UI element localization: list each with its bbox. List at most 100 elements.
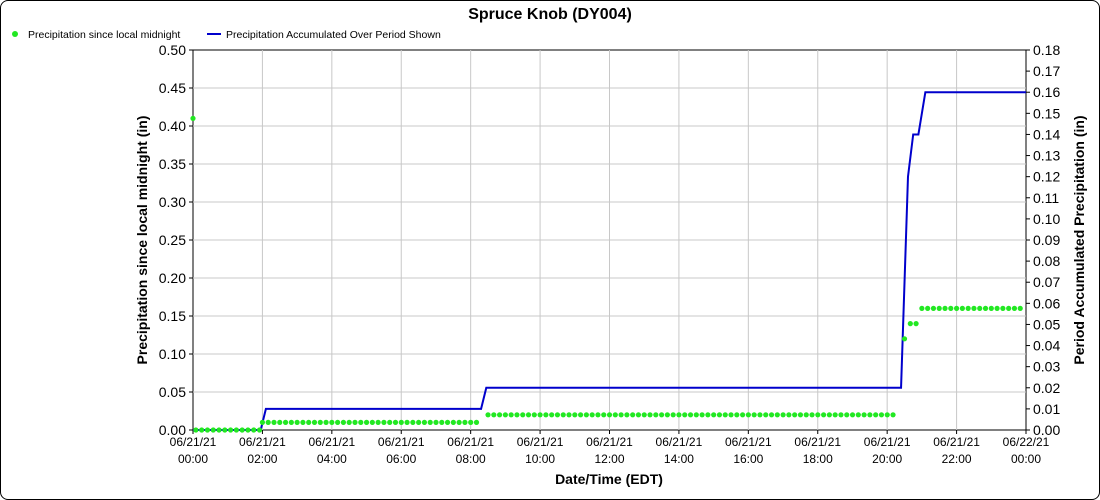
data-point-midnight	[901, 336, 908, 342]
y-right-tick-label: 0.15	[1033, 105, 1060, 121]
data-point-midnight	[659, 412, 665, 418]
x-tick-label-date: 06/22/21	[1003, 435, 1050, 449]
x-tick-label-time: 06:00	[386, 452, 416, 466]
y-left-tick-label: 0.45	[159, 80, 186, 96]
data-point-midnight	[982, 305, 989, 311]
y-left-tick-label: 0.05	[159, 384, 186, 400]
legend-label-accumulated: Precipitation Accumulated Over Period Sh…	[226, 29, 441, 41]
x-tick-label-time: 00:00	[178, 452, 208, 466]
data-point-midnight	[300, 419, 306, 425]
y-right-tick-label: 0.04	[1033, 338, 1060, 354]
data-point-midnight	[363, 419, 370, 425]
data-point-midnight	[624, 412, 630, 418]
data-point-midnight	[265, 419, 271, 425]
data-point-midnight	[641, 412, 647, 418]
y-right-tick-label: 0.10	[1033, 211, 1060, 227]
data-point-midnight	[630, 412, 636, 418]
data-point-midnight	[873, 412, 879, 418]
data-point-midnight	[711, 412, 717, 418]
y-right-tick-label: 0.16	[1033, 84, 1060, 100]
x-tick-label-date: 06/21/21	[864, 435, 911, 449]
data-point-midnight	[838, 412, 844, 418]
data-point-midnight	[728, 412, 734, 418]
y-left-tick-label: 0.25	[159, 232, 186, 248]
data-point-midnight	[589, 412, 595, 418]
x-tick-label-time: 16:00	[733, 452, 763, 466]
data-point-midnight	[722, 412, 728, 418]
gridlines	[193, 50, 1026, 430]
data-point-midnight	[358, 419, 364, 425]
data-point-midnight	[849, 412, 856, 418]
x-tick-label-date: 06/21/21	[517, 435, 564, 449]
data-point-midnight	[306, 419, 312, 425]
y-left-tick-label: 0.10	[159, 346, 186, 362]
data-point-midnight	[560, 412, 566, 418]
data-point-midnight	[277, 419, 283, 425]
data-point-midnight	[670, 412, 676, 418]
x-axis-ticks: 06/21/21 00:00 06/21/21 02:00 06/21/21 04:00 0…	[170, 430, 1050, 466]
data-point-midnight	[751, 412, 757, 418]
data-point-midnight	[832, 412, 838, 418]
data-point-midnight	[1006, 305, 1012, 311]
data-point-midnight	[953, 305, 960, 311]
data-point-midnight	[595, 412, 601, 418]
data-point-midnight	[450, 419, 456, 425]
data-point-midnight	[705, 412, 711, 418]
data-point-midnight	[647, 412, 653, 418]
y-right-tick-label: 0.18	[1033, 42, 1060, 58]
data-point-midnight	[774, 412, 780, 418]
data-point-midnight	[803, 412, 809, 418]
x-tick-label-date: 06/21/21	[378, 435, 425, 449]
data-point-midnight	[734, 412, 740, 418]
series-line-accumulated	[193, 91, 1026, 431]
data-point-midnight	[618, 412, 624, 418]
data-point-midnight	[346, 419, 352, 425]
y-left-axis-ticks: 0.00 0.05 0.10 0.15 0.20 0.25 0.30 0.35 0.40 0.45…	[159, 42, 193, 438]
y-right-tick-label: 0.14	[1033, 126, 1060, 142]
data-point-midnight	[925, 305, 931, 311]
x-tick-label-time: 00:00	[1011, 452, 1041, 466]
y-right-tick-label: 0.12	[1033, 169, 1060, 185]
data-point-midnight	[1000, 305, 1006, 311]
y-right-axis-ticks: 0.00 0.01 0.02 0.03 0.04 0.05 0.06 0.07 0.08 0.09…	[1026, 42, 1060, 438]
data-point-midnight	[190, 115, 196, 121]
data-point-midnight	[245, 427, 251, 433]
data-point-midnight	[907, 321, 913, 327]
data-point-midnight	[653, 412, 659, 418]
x-tick-label-date: 06/21/21	[725, 435, 772, 449]
data-point-midnight	[988, 305, 994, 311]
data-point-midnight	[977, 305, 983, 311]
data-point-midnight	[971, 305, 977, 311]
data-point-midnight	[867, 412, 873, 418]
data-point-midnight	[959, 305, 965, 311]
x-tick-label-time: 20:00	[872, 452, 902, 466]
y-right-tick-label: 0.00	[1033, 422, 1060, 438]
data-point-midnight	[780, 412, 786, 418]
data-point-midnight	[193, 427, 199, 433]
y-left-axis-label: Precipitation since local midnight (in)	[134, 116, 150, 365]
data-point-midnight	[687, 412, 694, 418]
data-point-midnight	[554, 412, 561, 418]
legend-label-midnight: Precipitation since local midnight	[28, 29, 180, 41]
data-point-midnight	[936, 305, 942, 311]
data-point-midnight	[821, 412, 827, 418]
data-point-midnight	[572, 412, 578, 418]
data-point-midnight	[335, 419, 341, 425]
data-point-midnight	[216, 427, 222, 433]
data-point-midnight	[204, 427, 211, 433]
data-point-midnight	[809, 412, 815, 418]
data-point-midnight	[311, 419, 318, 425]
y-right-tick-label: 0.13	[1033, 148, 1060, 164]
data-point-midnight	[514, 412, 520, 418]
data-point-midnight	[210, 427, 216, 433]
y-left-tick-label: 0.20	[159, 270, 186, 286]
data-point-midnight	[583, 412, 589, 418]
data-point-midnight	[815, 412, 821, 418]
y-right-tick-label: 0.03	[1033, 359, 1060, 375]
data-point-midnight	[763, 412, 769, 418]
data-point-midnight	[913, 321, 919, 327]
y-right-axis-label: Period Accumulated Precipitation (in)	[1071, 115, 1087, 364]
x-tick-label-time: 04:00	[317, 452, 347, 466]
x-tick-label-date: 06/21/21	[586, 435, 633, 449]
